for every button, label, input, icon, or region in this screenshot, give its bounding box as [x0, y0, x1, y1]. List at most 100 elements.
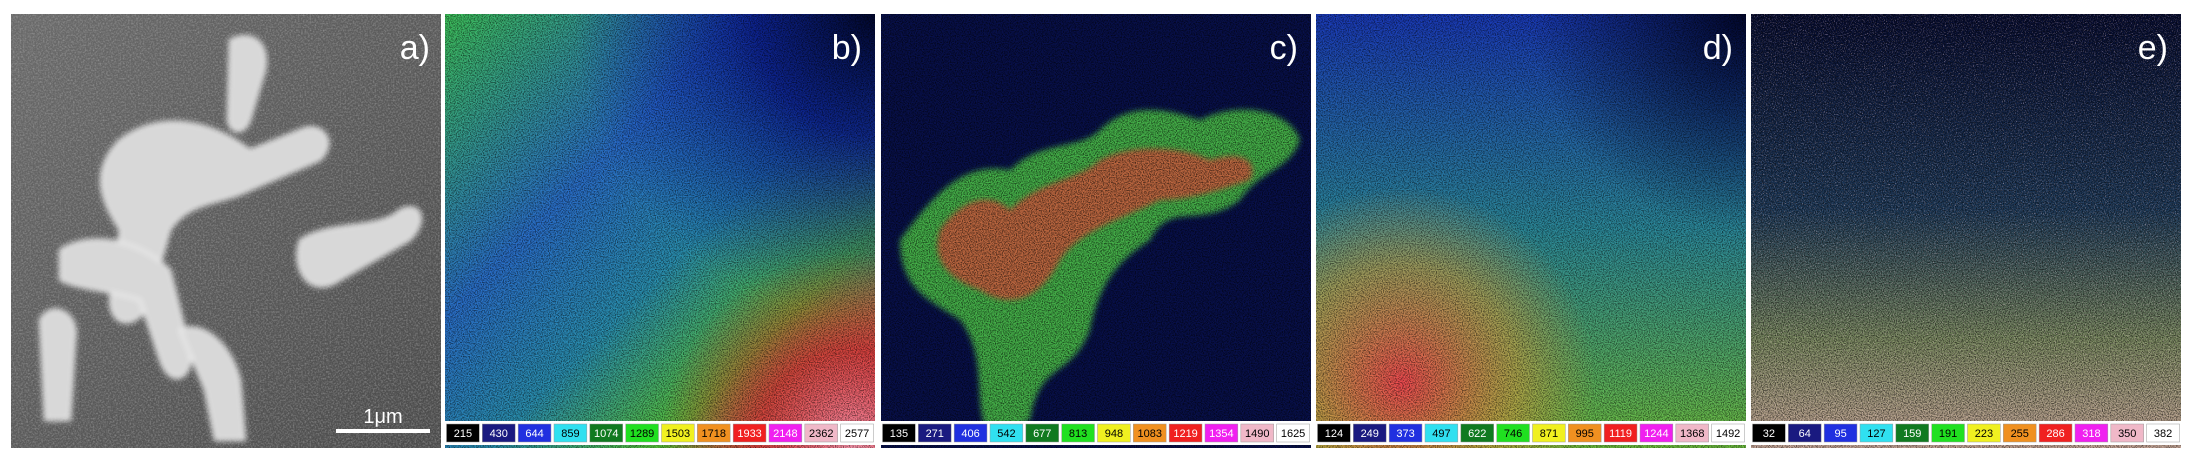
legend-value: 271: [926, 428, 944, 440]
legend-swatch: [2003, 423, 2037, 443]
legend-value: 406: [961, 428, 979, 440]
legend-swatch: [1133, 423, 1167, 443]
legend-background: [1316, 421, 1746, 445]
legend-swatch: [697, 423, 731, 443]
legend-swatch: [1967, 423, 2001, 443]
legend-value: 430: [490, 428, 508, 440]
legend-value: 215: [454, 428, 472, 440]
legend-swatch: [1025, 423, 1059, 443]
legend-swatch: [446, 423, 480, 443]
panel-d: d): [1316, 14, 1746, 448]
legend-swatch: [1168, 423, 1203, 443]
legend-swatch: [1353, 423, 1387, 443]
legend-value: 127: [1867, 428, 1885, 440]
legend-swatch: [1460, 423, 1494, 443]
legend-value: 135: [890, 428, 908, 440]
legend-value: 373: [1396, 428, 1414, 440]
legend-value: 746: [1504, 428, 1522, 440]
legend-swatch: [2146, 423, 2180, 443]
legend-value: 350: [2118, 428, 2136, 440]
legend-swatch: [589, 423, 623, 443]
legend-swatch: [2110, 423, 2144, 443]
legend-value: 1354: [1209, 428, 1233, 440]
legend-value: 1119: [1609, 428, 1632, 440]
color-legend: 124 249 373 497 622 746 871 995 1119 1244 1368 1492: [1316, 421, 1746, 445]
legend-value: 2577: [845, 428, 869, 440]
panel-label: d): [1703, 29, 1733, 67]
legend-value: 159: [1903, 428, 1921, 440]
legend-swatch: [1823, 423, 1858, 443]
legend-value: 255: [2011, 428, 2029, 440]
panel-label: b): [832, 29, 862, 67]
panel-label: c): [1270, 29, 1298, 67]
legend-swatch: [1240, 423, 1274, 443]
legend-swatch: [989, 423, 1024, 443]
legend-value: 191: [1939, 428, 1957, 440]
sem-structures: [38, 35, 422, 441]
legend-swatch: [1097, 423, 1131, 443]
color-legend: 135 271 406 542 677 813 948 1083 1219 1354 1490 162…: [881, 421, 1311, 445]
panel-b: b): [445, 14, 875, 448]
legend-value: 1368: [1680, 428, 1704, 440]
panel-e: e): [1751, 14, 2181, 448]
legend-swatch: [1859, 423, 1894, 443]
legend-swatch: [661, 423, 695, 443]
legend-swatch: [882, 423, 916, 443]
legend-value: 95: [1834, 428, 1846, 440]
legend-swatch: [2074, 423, 2109, 443]
legend-value: 644: [525, 428, 543, 440]
legend-value: 871: [1540, 428, 1558, 440]
legend-value: 813: [1069, 428, 1087, 440]
legend-swatch: [1788, 423, 1822, 443]
legend-value: 1625: [1281, 428, 1305, 440]
legend-swatch: [1675, 423, 1709, 443]
panel-label: a): [400, 29, 430, 67]
map-noise: [1316, 14, 1746, 448]
legend-value: 1074: [594, 428, 618, 440]
legend-swatch: [1639, 423, 1674, 443]
legend-value: 64: [1799, 428, 1811, 440]
legend-value: 677: [1033, 428, 1051, 440]
legend-value: 286: [2046, 428, 2064, 440]
legend-swatch: [1711, 423, 1745, 443]
legend-swatch: [1496, 423, 1530, 443]
panel-a: 1μm a): [11, 14, 441, 448]
legend-value: 1492: [1716, 428, 1740, 440]
scale-bar-label: 1μm: [363, 406, 402, 428]
legend-value: 1083: [1138, 428, 1162, 440]
legend-swatch: [840, 423, 874, 443]
map-noise: [881, 14, 1311, 448]
color-legend: 215 430 644 859 1074 1289 1503 1718 1933 2148 2362…: [445, 421, 875, 445]
legend-value: 995: [1576, 428, 1594, 440]
legend-value: 622: [1468, 428, 1486, 440]
legend-swatch: [1752, 423, 1786, 443]
legend-swatch: [1931, 423, 1965, 443]
legend-background: [1751, 421, 2181, 445]
legend-swatch: [1388, 423, 1423, 443]
legend-swatch: [482, 423, 516, 443]
map-noise: [445, 14, 875, 448]
legend-swatch: [1603, 423, 1638, 443]
panel-c: c): [881, 14, 1311, 448]
legend-value: 2362: [809, 428, 833, 440]
legend-swatch: [553, 423, 588, 443]
legend-swatch: [1276, 423, 1310, 443]
legend-value: 542: [997, 428, 1015, 440]
legend-swatch: [1532, 423, 1566, 443]
legend-value: 1718: [702, 428, 726, 440]
legend-value: 1219: [1173, 428, 1197, 440]
legend-swatch: [1424, 423, 1459, 443]
legend-value: 859: [561, 428, 579, 440]
legend-swatch: [2038, 423, 2073, 443]
legend-value: 382: [2154, 428, 2172, 440]
legend-swatch: [768, 423, 803, 443]
legend-swatch: [732, 423, 767, 443]
color-legend: 32 64 95 127 159 191 223 255 286 318 350 382: [1751, 421, 2181, 445]
legend-swatch: [1568, 423, 1602, 443]
panel-label: e): [2138, 29, 2168, 67]
legend-value: 249: [1361, 428, 1379, 440]
legend-swatch: [1061, 423, 1095, 443]
legend-value: 497: [1432, 428, 1450, 440]
legend-value: 1289: [630, 428, 654, 440]
legend-value: 1244: [1644, 428, 1668, 440]
